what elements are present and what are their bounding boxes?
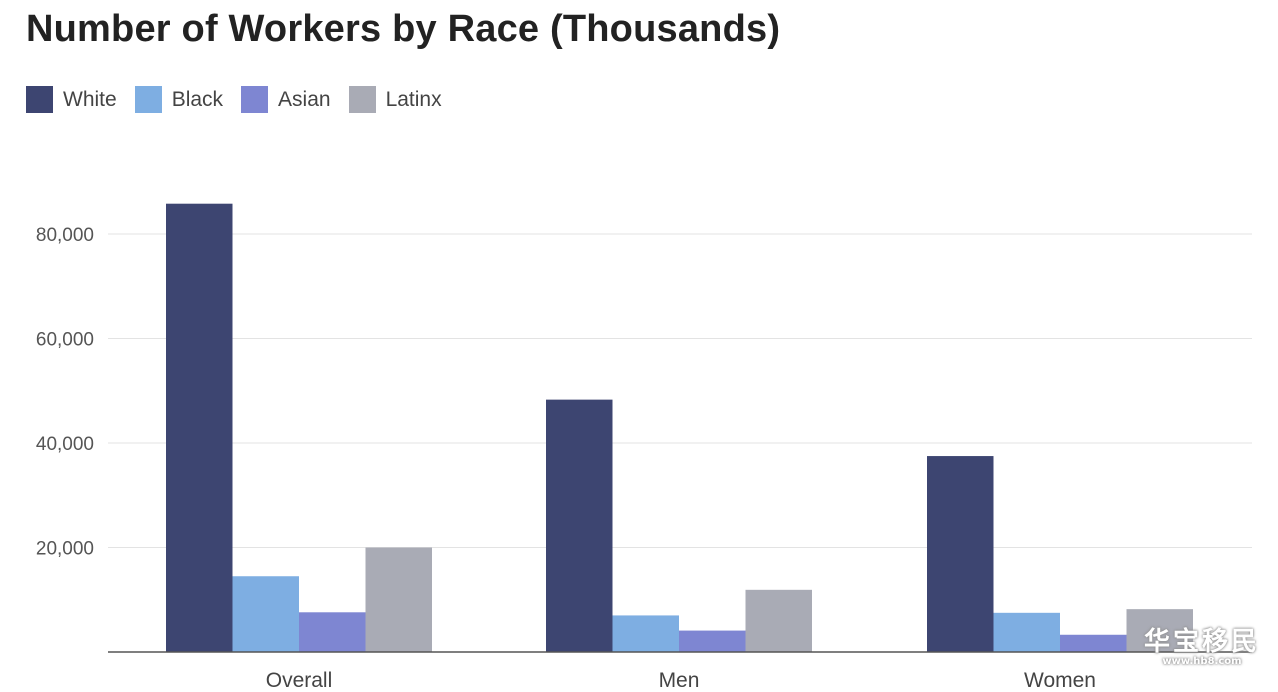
bar-black-women[interactable] xyxy=(993,612,1061,652)
bar-white-men[interactable] xyxy=(546,399,613,652)
legend-label-asian: Asian xyxy=(278,87,331,111)
x-axis-categories: Overall Men Women xyxy=(266,669,1096,692)
bar-latinx-overall[interactable] xyxy=(365,547,433,653)
bar-black-men[interactable] xyxy=(612,615,680,652)
bars xyxy=(166,203,1194,653)
legend-swatch-latinx xyxy=(348,86,376,113)
bar-latinx-men[interactable] xyxy=(745,589,813,652)
x-category-label: Women xyxy=(1024,669,1096,692)
legend-item-black[interactable]: Black xyxy=(134,86,224,113)
y-tick-label: 60,000 xyxy=(36,330,94,351)
x-category-label: Overall xyxy=(266,669,333,692)
legend-label-black: Black xyxy=(171,87,224,111)
bar-black-overall[interactable] xyxy=(232,576,300,652)
y-tick-label: 80,000 xyxy=(36,225,94,246)
legend: White Black Asian Latinx xyxy=(26,86,442,113)
legend-item-latinx[interactable]: Latinx xyxy=(348,86,442,113)
legend-label-white: White xyxy=(63,87,117,111)
bar-asian-men[interactable] xyxy=(679,630,746,652)
y-axis-ticks: 20,000 40,000 60,000 80,000 xyxy=(36,225,94,560)
legend-item-white[interactable]: White xyxy=(26,86,117,113)
legend-swatch-black xyxy=(134,86,162,113)
gridlines xyxy=(108,233,1252,548)
bar-asian-overall[interactable] xyxy=(299,612,366,652)
x-category-label: Men xyxy=(659,669,700,692)
y-tick-label: 40,000 xyxy=(36,434,94,455)
legend-label-latinx: Latinx xyxy=(385,87,442,111)
bar-asian-women[interactable] xyxy=(1060,634,1127,652)
legend-swatch-white xyxy=(26,86,53,113)
bar-white-women[interactable] xyxy=(927,456,994,652)
chart-title: Number of Workers by Race (Thousands) xyxy=(26,8,781,50)
bar-white-overall[interactable] xyxy=(166,203,233,652)
legend-item-asian[interactable]: Asian xyxy=(241,86,331,113)
bar-latinx-women[interactable] xyxy=(1126,609,1194,652)
y-tick-label: 20,000 xyxy=(36,539,94,560)
legend-swatch-asian xyxy=(241,86,269,113)
